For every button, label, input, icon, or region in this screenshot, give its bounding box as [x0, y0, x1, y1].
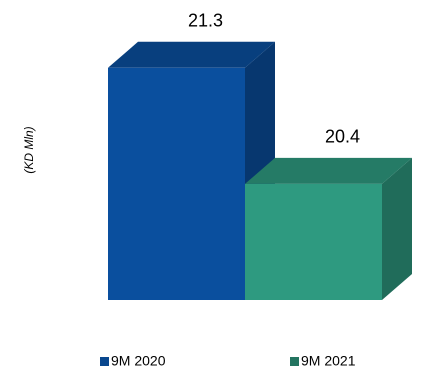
legend-swatch	[100, 357, 109, 366]
legend-swatch	[290, 357, 299, 366]
value-label: 21.3	[188, 11, 223, 31]
legend-label: 9M 2020	[111, 353, 166, 369]
y-axis-label: (KD Mln)	[22, 126, 36, 173]
bar-top	[245, 157, 412, 184]
bar	[245, 183, 382, 300]
bar-top	[108, 41, 275, 68]
bar-side	[382, 157, 412, 300]
legend-label: 9M 2021	[301, 353, 356, 369]
bar	[108, 67, 245, 300]
value-label: 20.4	[325, 127, 360, 147]
